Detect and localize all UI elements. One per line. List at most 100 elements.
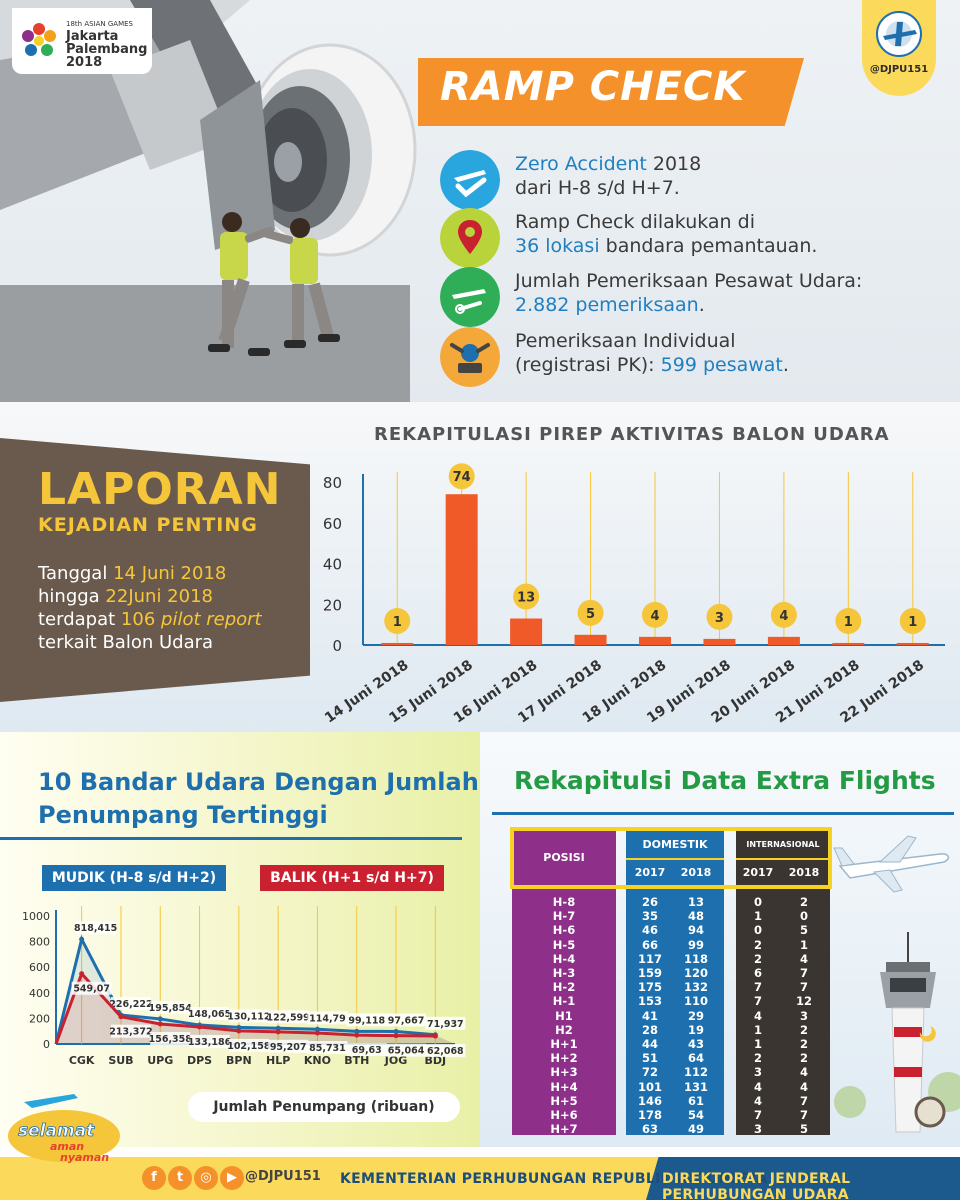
x-tick-bpn: BPN (226, 1054, 252, 1067)
legend-mudik: MUDIK (H-8 s/d H+2) (42, 865, 226, 891)
passenger-axis-label: Jumlah Penumpang (ribuan) (188, 1092, 460, 1122)
data-label: 195,854 (149, 1003, 193, 1014)
laporan-end-date: 22Juni 2018 (105, 586, 213, 607)
instagram-icon[interactable]: ◎ (194, 1166, 218, 1190)
laporan-pilot-report: pilot report (161, 609, 262, 630)
series-point (197, 1024, 203, 1030)
footer-handle[interactable]: @DJPU151 (245, 1169, 321, 1184)
selamat-aman-nyaman-logo: selamat aman nyaman (8, 1094, 120, 1164)
title-underline (0, 837, 462, 840)
facebook-icon[interactable]: f (142, 1166, 166, 1190)
table-cell: 2 (799, 895, 808, 909)
series-area-1 (56, 973, 455, 1044)
series-point (314, 1030, 320, 1036)
table-cell: 12 (795, 994, 812, 1009)
data-label-bg (189, 1034, 230, 1048)
series-point (354, 1028, 360, 1034)
table-cell: 118 (683, 951, 708, 966)
data-label: 4 (650, 609, 659, 624)
table-row-label: H-3 (552, 966, 576, 980)
ramp-check-title: RAMP CHECK (440, 64, 746, 110)
series-point (118, 1014, 124, 1020)
data-label-bg (346, 1043, 387, 1057)
table-cell: 7 (753, 994, 762, 1009)
youtube-icon[interactable]: ▶ (220, 1166, 244, 1190)
pirep-chart-title: REKAPITULASI PIREP AKTIVITAS BALON UDARA (374, 424, 890, 445)
fact-2-post: bandara pemantauan. (599, 235, 818, 257)
data-label-bg (110, 997, 151, 1011)
series-point (79, 936, 85, 942)
table-cell: 2 (753, 937, 762, 952)
bar-15-juni-2018 (445, 494, 478, 645)
data-label-bg (150, 1031, 191, 1045)
table-cell: 19 (687, 1022, 704, 1037)
header-int-2017: 2017 (742, 866, 774, 879)
series-point (393, 1033, 399, 1039)
laporan-subtitle: KEJADIAN PENTING (38, 514, 258, 536)
fact-1-year: 2018 (646, 153, 702, 175)
header-posisi: POSISI (543, 851, 585, 864)
table-cell: 72 (641, 1065, 658, 1080)
ministry-name: KEMENTERIAN PERHUBUNGAN REPUBLIK INDONES… (340, 1171, 768, 1187)
airplane-icon (833, 835, 950, 893)
footer: f t ◎ ▶ @DJPU151 KEMENTERIAN PERHUBUNGAN… (0, 1147, 960, 1200)
series-point (157, 1016, 163, 1022)
bar-19-juni-2018 (703, 638, 736, 645)
data-label-bg (425, 1016, 466, 1030)
data-label: 69,63 (352, 1045, 382, 1056)
header-domestik: DOMESTIK (642, 838, 708, 851)
asian-games-city-2: Palembang (66, 42, 148, 57)
data-label-bg (71, 981, 112, 995)
table-cell: 43 (687, 1037, 704, 1051)
value-badge (770, 601, 797, 628)
laporan-count: 106 (120, 609, 156, 630)
table-cell: 44 (641, 1037, 658, 1051)
table-row-label: H1 (555, 1008, 573, 1023)
mosque-icon (834, 1026, 960, 1128)
x-tick-upg: UPG (147, 1054, 173, 1067)
series-point (314, 1026, 320, 1032)
value-badge (706, 603, 733, 630)
table-row-label: H2 (555, 1022, 573, 1037)
table-cell: 7 (799, 1108, 808, 1122)
header-int-2018: 2018 (788, 866, 820, 879)
series-point (236, 1028, 242, 1034)
table-header-frame (510, 827, 832, 889)
table-row-label: H+1 (550, 1037, 578, 1051)
data-label: 122,599 (267, 1012, 310, 1023)
bar-17-juni-2018 (574, 634, 607, 645)
value-badge (577, 599, 604, 626)
extra-flights-title: Rekapitulsi Data Extra Flights (514, 766, 936, 795)
fact-locations: Ramp Check dilakukan di 36 lokasi bandar… (440, 208, 940, 268)
data-label: 85,731 (309, 1043, 346, 1054)
table-cell: 159 (637, 966, 662, 980)
table-cell: 29 (687, 1008, 704, 1023)
table-cell: 66 (641, 937, 658, 952)
asian-games-flower-icon (22, 23, 56, 56)
fact-4-highlight: 599 pesawat (660, 354, 783, 376)
data-label-bg (228, 1038, 269, 1052)
header-dom-2017: 2017 (634, 866, 666, 879)
table-row-label: H+2 (550, 1051, 578, 1066)
bar-14-juni-2018 (381, 642, 414, 645)
table-cell: 7 (753, 1108, 762, 1122)
laporan-text: terkait Balon Udara (38, 632, 214, 653)
table-cell: 7 (753, 980, 762, 995)
table-cell: 7 (799, 980, 808, 995)
fact-individual: Pemeriksaan Individual (registrasi PK): … (440, 327, 940, 387)
table-row-label: H-5 (552, 937, 576, 952)
table-cell: 101 (637, 1079, 662, 1094)
twitter-icon[interactable]: t (168, 1166, 192, 1190)
top-airports-section: 10 Bandar Udara Dengan Jumlah Penumpang … (0, 732, 480, 1147)
selamat-word: selamat (18, 1121, 95, 1141)
data-label: 97,667 (388, 1015, 425, 1026)
table-cell: 13 (687, 895, 704, 909)
laporan-panel (0, 438, 310, 702)
data-label-bg (268, 1039, 309, 1053)
table-row-label: H+6 (550, 1108, 578, 1122)
table-cell: 49 (687, 1122, 704, 1137)
header-dom-2018: 2018 (680, 866, 712, 879)
ramp-check-section: 18th ASIAN GAMES Jakarta Palembang 2018 … (0, 0, 960, 402)
asian-games-edition: 18th ASIAN GAMES (66, 20, 133, 28)
table-cell: 1 (753, 1022, 762, 1037)
